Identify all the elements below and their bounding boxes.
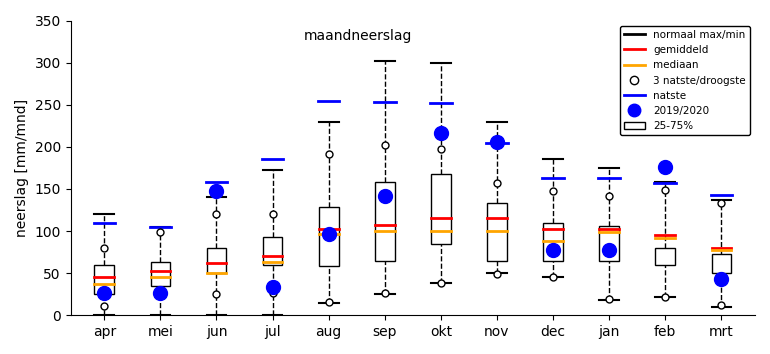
Bar bbox=[431, 174, 450, 244]
Bar bbox=[487, 203, 507, 261]
Bar bbox=[599, 226, 619, 261]
Bar bbox=[544, 223, 563, 261]
Bar bbox=[263, 237, 283, 265]
Bar bbox=[151, 262, 170, 286]
Text: maandneerslag: maandneerslag bbox=[304, 29, 412, 43]
Bar bbox=[711, 254, 732, 273]
Legend: normaal max/min, gemiddeld, mediaan, 3 natste/droogste, natste, 2019/2020, 25-75: normaal max/min, gemiddeld, mediaan, 3 n… bbox=[620, 26, 750, 135]
Y-axis label: neerslag [mm/mnd]: neerslag [mm/mnd] bbox=[15, 99, 29, 237]
Bar bbox=[95, 265, 114, 294]
Bar bbox=[375, 182, 394, 261]
Bar bbox=[655, 248, 675, 265]
Bar bbox=[206, 248, 226, 273]
Bar bbox=[319, 207, 339, 267]
